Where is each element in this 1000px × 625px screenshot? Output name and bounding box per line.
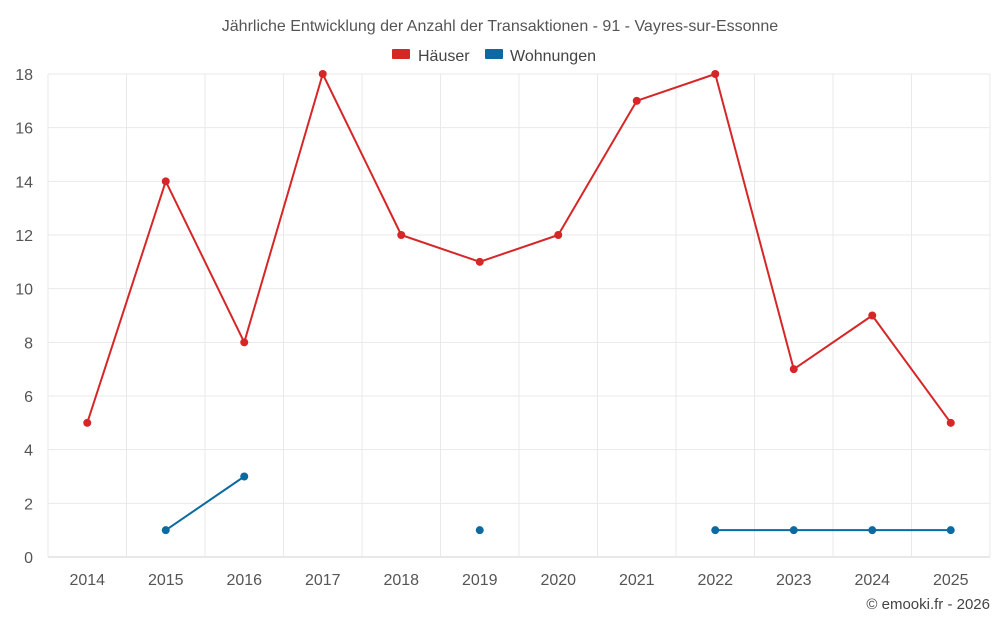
data-point[interactable] (868, 526, 877, 535)
data-point[interactable] (240, 472, 249, 481)
x-tick-label: 2016 (226, 572, 262, 589)
data-point[interactable] (475, 526, 484, 535)
data-point[interactable] (161, 526, 170, 535)
y-tick-label: 12 (15, 228, 33, 245)
data-point[interactable] (789, 365, 798, 374)
legend-label-haeuser: Häuser (418, 48, 470, 65)
legend-swatch-haeuser (392, 49, 410, 59)
x-tick-label: 2021 (619, 572, 655, 589)
legend: Häuser Wohnungen (392, 48, 596, 65)
data-point[interactable] (397, 231, 406, 239)
data-point[interactable] (946, 418, 955, 427)
y-tick-label: 2 (24, 496, 33, 513)
y-tick-label: 16 (15, 121, 33, 138)
series-wohnungen (161, 472, 955, 535)
series-layer (83, 70, 955, 535)
y-tick-label: 18 (15, 67, 33, 84)
credit-text: © emooki.fr - 2026 (866, 596, 990, 613)
legend-label-wohnungen: Wohnungen (510, 48, 596, 65)
y-tick-label: 10 (15, 282, 33, 299)
chart-title: Jährliche Entwicklung der Anzahl der Tra… (222, 18, 779, 35)
data-point[interactable] (240, 338, 249, 347)
y-tick-label: 8 (24, 335, 33, 352)
series-line (86, 73, 952, 424)
data-point[interactable] (83, 418, 92, 427)
legend-swatch-wohnungen (485, 49, 503, 59)
data-point[interactable] (868, 311, 877, 320)
data-point[interactable] (711, 70, 720, 78)
data-point[interactable] (711, 526, 720, 535)
data-point[interactable] (318, 70, 327, 78)
series-haeuser (83, 70, 955, 427)
series-line (165, 475, 245, 531)
y-tick-label: 6 (24, 389, 33, 406)
y-tick-label: 14 (15, 174, 33, 191)
x-tick-label: 2014 (69, 572, 105, 589)
x-tick-label: 2015 (148, 572, 184, 589)
x-tick-label: 2023 (776, 572, 812, 589)
data-point[interactable] (789, 526, 798, 535)
data-point[interactable] (475, 257, 484, 266)
x-tick-label: 2019 (462, 572, 498, 589)
data-point[interactable] (554, 231, 563, 239)
legend-item-haeuser[interactable]: Häuser (392, 48, 470, 65)
x-tick-label: 2020 (540, 572, 576, 589)
x-tick-label: 2018 (383, 572, 419, 589)
x-tick-label: 2022 (697, 572, 733, 589)
x-tick-label: 2017 (305, 572, 341, 589)
y-axis: 0 2 4 6 8 10 12 14 16 18 (15, 67, 33, 567)
data-point[interactable] (161, 177, 170, 186)
y-tick-label: 4 (24, 443, 33, 460)
data-point[interactable] (632, 96, 641, 105)
y-tick-label: 0 (24, 550, 33, 567)
x-axis: 2014 2015 2016 2017 2018 2019 2020 2021 2022 2023… (69, 572, 968, 589)
x-tick-label: 2025 (933, 572, 969, 589)
x-tick-label: 2024 (854, 572, 890, 589)
data-point[interactable] (946, 526, 955, 535)
legend-item-wohnungen[interactable]: Wohnungen (485, 48, 596, 65)
grid (47, 73, 991, 558)
